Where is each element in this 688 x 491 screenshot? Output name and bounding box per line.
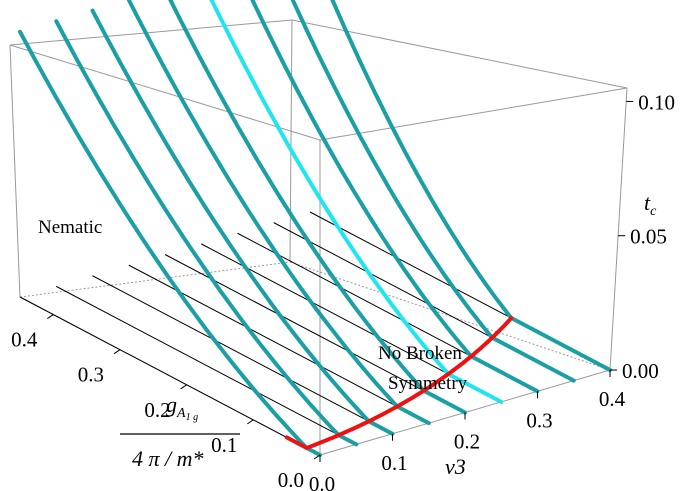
box-edge xyxy=(291,19,628,89)
box-edge xyxy=(9,44,21,298)
y-tick xyxy=(313,454,321,460)
x-tick-label: 0.2 xyxy=(454,430,480,454)
tc-curve xyxy=(168,0,467,415)
grid-line xyxy=(56,285,337,435)
box-edge xyxy=(609,87,628,371)
region-label-nematic: Nematic xyxy=(38,217,102,238)
region-label-symmetry: Symmetry xyxy=(388,373,468,394)
y-tick-label: 0.2 xyxy=(144,398,170,422)
y-axis-label-numerator: gA1 g xyxy=(166,392,198,423)
tc-curve xyxy=(126,0,431,426)
y-tick xyxy=(113,349,121,355)
z-tick-label: 0.00 xyxy=(622,359,659,383)
x-tick-label: 0.4 xyxy=(599,387,626,411)
floor-grid xyxy=(19,211,591,445)
x-tick-label: 0.3 xyxy=(526,408,552,432)
phase-boundary xyxy=(284,316,514,450)
x-axis-label: ν3 xyxy=(445,454,466,479)
region-label-no-broken: No Broken xyxy=(378,343,462,364)
y-tick-label: 0.3 xyxy=(78,363,104,387)
box-edge xyxy=(9,19,293,46)
x-tick-label: 0.0 xyxy=(309,472,335,491)
y-tick-label: 0.1 xyxy=(211,433,237,457)
tc-curve xyxy=(209,0,504,404)
z-axis-label: tc xyxy=(644,190,657,219)
box-edge xyxy=(9,44,321,141)
y-axis-label-denominator: 4 π / m* xyxy=(132,446,204,471)
tc-curve xyxy=(18,29,322,457)
box-edge xyxy=(289,19,293,263)
tc-curve xyxy=(90,8,395,436)
z-tick-label: 0.05 xyxy=(630,225,667,249)
y-axis-label: gA1 g 4 π / m* xyxy=(120,392,240,471)
y-tick xyxy=(47,314,54,319)
y-tick-label: 0.4 xyxy=(11,328,38,352)
grid-line xyxy=(92,275,373,424)
y-tick-label: 0.0 xyxy=(278,468,304,491)
tc-curve xyxy=(290,0,576,383)
tc-curve xyxy=(250,0,540,394)
grid-line xyxy=(128,264,409,414)
tc-curve xyxy=(330,0,612,372)
y-tick xyxy=(180,384,187,390)
phase-boundary-line xyxy=(284,316,514,450)
y-tick xyxy=(247,419,254,425)
x-tick-label: 0.1 xyxy=(381,451,407,475)
grid-line xyxy=(19,296,301,445)
tc-curve xyxy=(54,19,359,447)
box-edge xyxy=(319,87,628,141)
tc-curves xyxy=(18,0,612,457)
axis-ticks: 0.0 0.1 0.2 0.3 0.4 0.0 0.1 0.2 0.3 0.4 0.00 0.05 0.… xyxy=(11,90,675,491)
z-tick-label: 0.10 xyxy=(638,90,675,114)
